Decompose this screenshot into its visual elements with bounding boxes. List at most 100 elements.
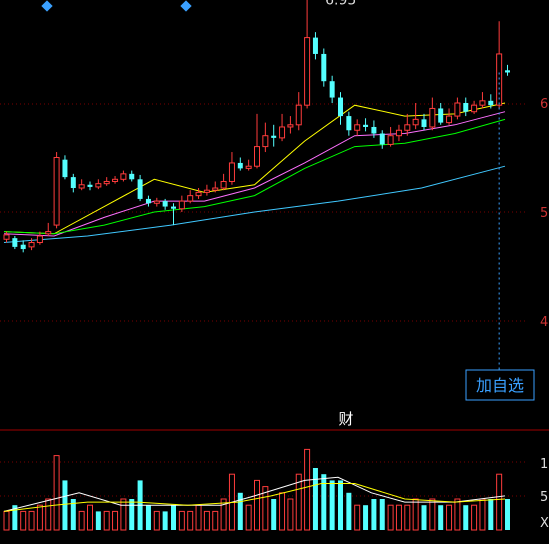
candle-body-up [412,118,419,126]
volume-bar-up [245,504,252,531]
candle-body-down [321,53,327,82]
candle-body-up [496,53,503,106]
volume-bar-up [120,498,127,531]
volume-bar-down [505,499,510,530]
volume-bar-up [53,455,60,531]
candle-body-down [346,116,352,131]
candle-body-down [338,97,343,117]
volume-bar-up [187,510,194,531]
volume-bar-up [112,510,119,531]
volume-ma5-line [3,476,506,512]
candle-body-down [379,133,385,145]
add-watchlist-button[interactable] [465,369,535,401]
volume-bar-up [354,504,361,531]
volume-bar-down [70,499,76,530]
candle-body-up [187,195,194,202]
candle-body-up [479,100,486,106]
candle-body-up [387,135,394,145]
candle-body-up [254,146,260,167]
axis-labels: 7 6 5 4 1 5 X [540,0,549,531]
add-watchlist-label: 加自选 [476,376,524,395]
volume-bar-up [78,510,85,531]
candle-body-up [53,157,60,226]
ma30-line [3,118,506,235]
volume-bar-up [195,504,202,531]
volume-bar-down [271,499,277,530]
volume-bar-up [412,498,419,531]
volume-bar-down [438,505,444,530]
ma10-line [3,102,506,235]
volume-bar-up [3,510,10,531]
volume-bar-up [254,479,260,531]
volume-bar-up [20,510,27,531]
candle-body-up [95,183,102,188]
candle-body-down [171,206,176,209]
price-tick-label: 5 [540,206,548,221]
candle-body-up [295,104,302,126]
candle-body-down [505,70,510,73]
candle-body-up [395,129,402,137]
candle-body-up [245,165,252,169]
volume-bar-down [237,492,243,530]
volume-tick-label: 5 [540,490,548,505]
volume-ma10-line [3,483,506,512]
candle-body-down [363,124,369,127]
candle-body-down [20,244,26,250]
candle-body-up [262,135,269,148]
candle-body-up [446,115,453,124]
volume-tag-label: X [540,516,549,531]
volume-bar-up [287,498,294,531]
candle-body-up [429,107,436,128]
ma20-line [3,111,506,237]
candle-body-up [279,126,286,139]
volume-bar-down [488,499,494,530]
volume-bar-up [212,510,219,531]
volume-bar-down [12,505,18,530]
volume-bar-down [363,505,369,530]
volume-bar-down [421,505,427,530]
grid-lines [0,103,549,497]
volume-bar-up [429,498,436,531]
candle-body-up [178,200,185,210]
price-tick-label: 6 [540,97,548,112]
volume-bar-down [371,499,377,530]
candle-body-down [129,173,135,180]
candle-body-up [454,102,461,117]
candle-body-down [237,162,243,169]
ma60-line [3,165,506,243]
volume-bar-down [346,492,352,530]
volume-bar-up [304,448,311,531]
volume-bar-up [220,498,227,531]
candle-body-down [463,103,469,112]
volume-bar-down [329,480,335,530]
candle-body-up [153,200,160,204]
volume-bar-down [129,499,135,530]
volume-bar-up [153,510,160,531]
volume-ma-lines [3,476,506,512]
candle-body-up [36,235,43,244]
candle-body-down [438,108,444,123]
candle-body-up [220,180,227,189]
volume-bars [3,448,510,531]
volume-bar-up [87,504,93,531]
volume-bar-down [338,480,343,530]
volume-bar-up [279,492,286,531]
candle-body-down [271,135,277,138]
max-price-label: 6.95 [325,0,356,8]
candle-body-down [329,81,335,98]
price-tick-label: 4 [540,315,548,330]
candle-body-down [162,201,168,207]
candle-body-up [103,180,110,185]
candle-body-up [404,124,411,131]
finance-label[interactable]: 财 [338,410,353,428]
candle-body-up [3,234,10,240]
candle-body-up [120,173,127,180]
volume-bar-down [312,468,318,530]
signal-diamond-icon [41,0,53,12]
candle-body-up [28,242,35,248]
candle-body-up [471,104,478,113]
candle-body-up [45,231,52,235]
volume-bar-up [262,486,269,531]
